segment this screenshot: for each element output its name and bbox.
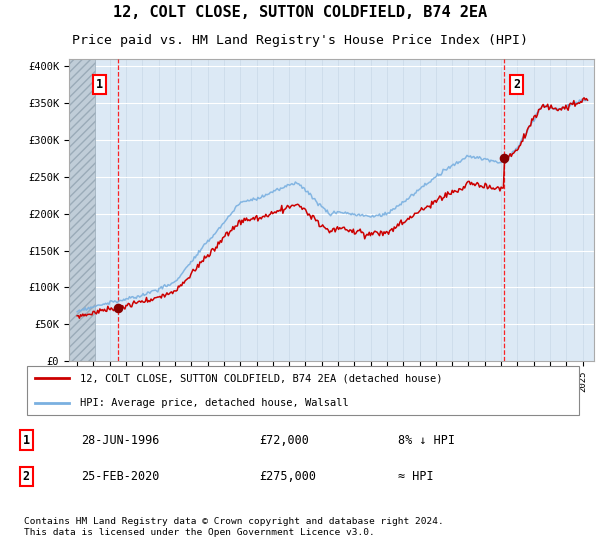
Text: Price paid vs. HM Land Registry's House Price Index (HPI): Price paid vs. HM Land Registry's House … (72, 34, 528, 47)
Text: 12, COLT CLOSE, SUTTON COLDFIELD, B74 2EA: 12, COLT CLOSE, SUTTON COLDFIELD, B74 2E… (113, 4, 487, 20)
Text: HPI: Average price, detached house, Walsall: HPI: Average price, detached house, Wals… (80, 398, 349, 408)
Text: £275,000: £275,000 (260, 470, 317, 483)
Text: 25-FEB-2020: 25-FEB-2020 (81, 470, 160, 483)
Text: 1: 1 (23, 433, 30, 447)
Text: Contains HM Land Registry data © Crown copyright and database right 2024.
This d: Contains HM Land Registry data © Crown c… (23, 517, 443, 536)
Text: 12, COLT CLOSE, SUTTON COLDFIELD, B74 2EA (detached house): 12, COLT CLOSE, SUTTON COLDFIELD, B74 2E… (80, 374, 442, 384)
FancyBboxPatch shape (27, 366, 579, 415)
Point (499, 154, 508, 163)
Text: 8% ↓ HPI: 8% ↓ HPI (398, 433, 455, 447)
Text: 1: 1 (96, 78, 103, 91)
Text: 2: 2 (513, 78, 520, 91)
Text: 2: 2 (23, 470, 30, 483)
Text: 28-JUN-1996: 28-JUN-1996 (81, 433, 160, 447)
Bar (69, 52, 95, 361)
Text: £72,000: £72,000 (260, 433, 310, 447)
Text: ≈ HPI: ≈ HPI (398, 470, 434, 483)
Point (113, 304, 122, 312)
